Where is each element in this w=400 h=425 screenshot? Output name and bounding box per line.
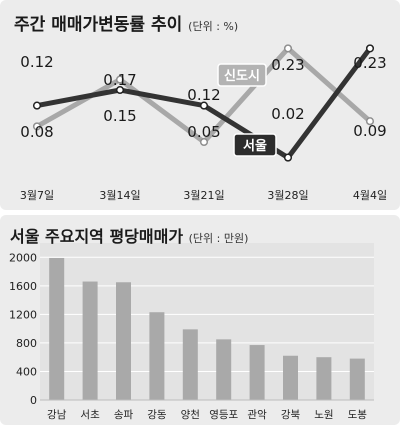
value-label-newtown-2: 0.05: [187, 123, 220, 141]
x-tick-label-1: 서초: [80, 409, 100, 421]
y-tick-label-1: 400: [16, 365, 37, 378]
bar-4: [182, 329, 198, 400]
y-tick-label-5: 2000: [9, 251, 37, 264]
bar-8: [316, 357, 332, 400]
bar-1: [82, 281, 98, 400]
line-chart-title-text: 주간 매매가변동률 추이: [14, 15, 183, 35]
line-chart-unit: (단위 : %): [188, 20, 239, 33]
series-label-box-seoul: [233, 133, 277, 157]
x-tick-label-2: 송파: [114, 409, 134, 421]
point-newtown-3: [283, 44, 293, 53]
value-label-newtown-4: 0.09: [353, 122, 386, 140]
y-tick-label-3: 1200: [9, 308, 37, 321]
weekly-change-chart: 0.12 0.15 0.12 0.02 0.23 0.08 0.17 0.05 0.23 0.09…: [0, 0, 400, 210]
point-newtown-0: [32, 122, 42, 131]
bar-6: [249, 345, 265, 400]
x-tick-label-7: 강북: [281, 409, 301, 421]
point-seoul-0: [32, 101, 42, 110]
value-label-seoul-4: 0.23: [353, 54, 386, 72]
x-tick-label-3: 3월28일: [267, 188, 308, 202]
line-chart-title: 주간 매매가변동률 추이 (단위 : %): [14, 10, 238, 35]
point-seoul-1: [115, 85, 125, 95]
bar-7: [283, 355, 298, 400]
x-tick-label-8: 노원: [314, 409, 333, 421]
y-tick-label-0: 0: [30, 394, 37, 407]
bar-chart-title-text: 서울 주요지역 평당매매가: [10, 227, 184, 246]
series-label-seoul: 서울: [243, 138, 267, 154]
value-label-seoul-1: 0.15: [103, 107, 136, 125]
weekly-change-panel: 0.12 0.15 0.12 0.02 0.23 0.08 0.17 0.05 0.23 0.09…: [0, 0, 400, 210]
x-tick-label-0: 강남: [47, 409, 67, 421]
point-seoul-3: [283, 153, 293, 162]
value-label-seoul-3: 0.02: [271, 105, 304, 123]
district-price-chart: 0 400 800 1200 1600 2000 강남 서초 송파 강동 양천 영등포 관악 강북 노원 도봉: [0, 215, 400, 425]
bar-3: [149, 312, 165, 400]
x-tick-label-6: 관악: [247, 409, 267, 421]
bar-5: [216, 339, 232, 400]
value-label-seoul-2: 0.12: [187, 86, 220, 104]
x-tick-label-9: 도봉: [348, 409, 368, 421]
x-tick-label-4: 4월4일: [353, 188, 387, 202]
point-seoul-4: [365, 44, 375, 53]
y-tick-label-4: 1600: [9, 280, 37, 293]
series-label-box-newtown: [217, 63, 267, 87]
series-label-newtown: 신도시: [224, 69, 260, 84]
value-label-newtown-1: 0.17: [103, 71, 136, 89]
value-label-newtown-0: 0.08: [20, 123, 53, 141]
bar-chart-unit: (단위 : 만원): [188, 232, 249, 245]
point-seoul-2: [199, 101, 209, 110]
value-label-newtown-3: 0.23: [271, 56, 304, 74]
district-price-panel: 0 400 800 1200 1600 2000 강남 서초 송파 강동 양천 영등포 관악 강북 노원 도봉…: [0, 215, 400, 425]
x-tick-label-0: 3월7일: [20, 188, 54, 202]
y-tick-label-2: 800: [16, 337, 37, 350]
bar-9: [349, 358, 365, 400]
x-tick-label-3: 강동: [147, 409, 167, 421]
x-tick-label-4: 양천: [181, 409, 200, 421]
bar-2: [116, 282, 131, 400]
point-newtown-4: [365, 117, 375, 126]
x-tick-label-1: 3월14일: [99, 188, 140, 202]
value-label-seoul-0: 0.12: [20, 53, 53, 71]
bar-chart-title: 서울 주요지역 평당매매가 (단위 : 만원): [10, 223, 248, 247]
point-newtown-1: [115, 75, 125, 84]
x-tick-label-5: 영등포: [209, 409, 238, 421]
bar-0: [49, 257, 65, 400]
x-tick-label-2: 3월21일: [183, 188, 224, 202]
point-newtown-2: [199, 137, 209, 147]
